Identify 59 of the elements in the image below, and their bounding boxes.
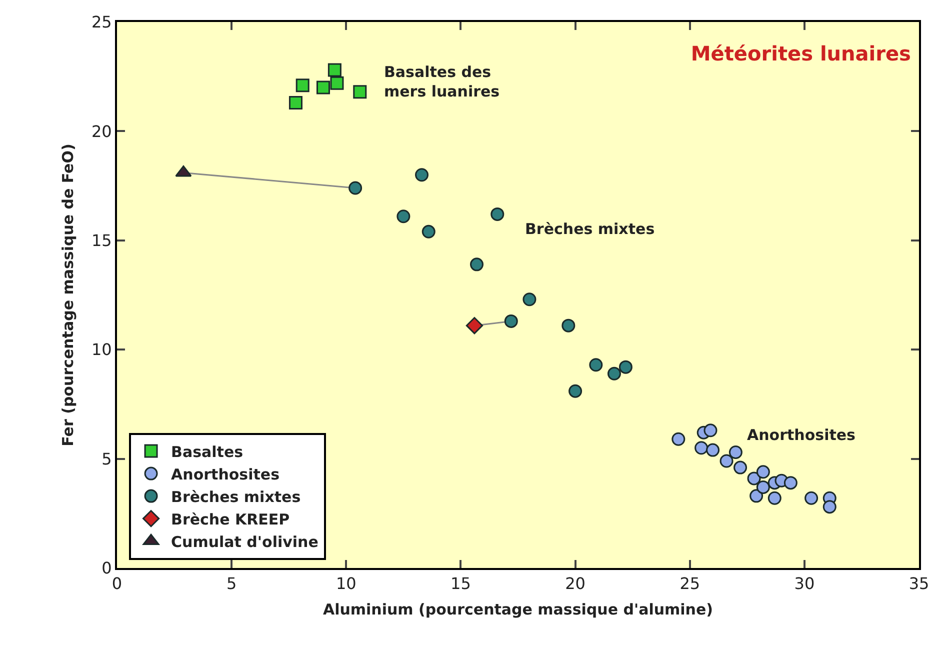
y-tick-label: 0 bbox=[102, 558, 112, 578]
point bbox=[822, 500, 836, 514]
point bbox=[353, 85, 367, 99]
point bbox=[706, 443, 720, 457]
x-tick-label: 5 bbox=[226, 574, 237, 594]
y-tick-label: 20 bbox=[91, 122, 112, 141]
x-tick-label: 20 bbox=[565, 574, 586, 594]
x-tick-label: 10 bbox=[336, 574, 356, 594]
y-tick-label: 5 bbox=[102, 449, 112, 468]
point bbox=[330, 76, 344, 90]
point bbox=[348, 181, 362, 195]
point bbox=[750, 489, 764, 503]
legend-label: Cumulat d'olivine bbox=[171, 532, 318, 551]
point bbox=[504, 314, 518, 328]
text: Météorites lunaires bbox=[690, 42, 911, 66]
point bbox=[562, 318, 576, 332]
point bbox=[756, 480, 770, 494]
point bbox=[396, 210, 410, 224]
point bbox=[522, 292, 536, 306]
point bbox=[607, 366, 621, 380]
x-tick-label: 25 bbox=[680, 574, 700, 594]
point bbox=[704, 424, 718, 438]
point bbox=[568, 384, 582, 398]
point bbox=[296, 78, 310, 92]
legend-label: Basaltes bbox=[171, 442, 244, 461]
point bbox=[618, 360, 632, 374]
point bbox=[466, 317, 484, 334]
point bbox=[288, 96, 302, 110]
point bbox=[747, 472, 761, 486]
y-tick-label: 10 bbox=[91, 340, 112, 360]
x-axis-title: Aluminium (pourcentage massique d'alumine) bbox=[322, 600, 714, 619]
point bbox=[728, 446, 742, 459]
annotation: Brèches mixtes bbox=[525, 220, 655, 238]
point bbox=[720, 454, 734, 468]
point bbox=[784, 476, 798, 490]
point bbox=[672, 432, 686, 446]
point bbox=[316, 80, 330, 94]
point bbox=[470, 258, 484, 272]
point bbox=[756, 465, 770, 479]
point bbox=[490, 207, 504, 221]
annotation: Anorthosites bbox=[747, 426, 856, 444]
point bbox=[328, 63, 342, 77]
point bbox=[768, 491, 782, 505]
x-tick-label: 35 bbox=[908, 574, 930, 594]
legend-label: Brèches mixtes bbox=[171, 488, 301, 506]
y-tick-label: 15 bbox=[91, 231, 112, 250]
point bbox=[422, 224, 436, 238]
annotation: Basaltes des mers luanires bbox=[384, 63, 500, 100]
point bbox=[804, 491, 818, 505]
point bbox=[415, 168, 429, 182]
point bbox=[589, 358, 603, 372]
y-axis-title: Fer (pourcentage massique de FeO) bbox=[59, 144, 78, 446]
point bbox=[694, 441, 708, 455]
legend-label: Anorthosites bbox=[171, 465, 280, 484]
x-tick-label: 15 bbox=[450, 574, 471, 594]
point bbox=[734, 460, 748, 474]
x-tick-label: 30 bbox=[794, 574, 815, 594]
legend-label: Brèche KREEP bbox=[171, 510, 290, 528]
y-tick-label: 25 bbox=[91, 12, 112, 32]
